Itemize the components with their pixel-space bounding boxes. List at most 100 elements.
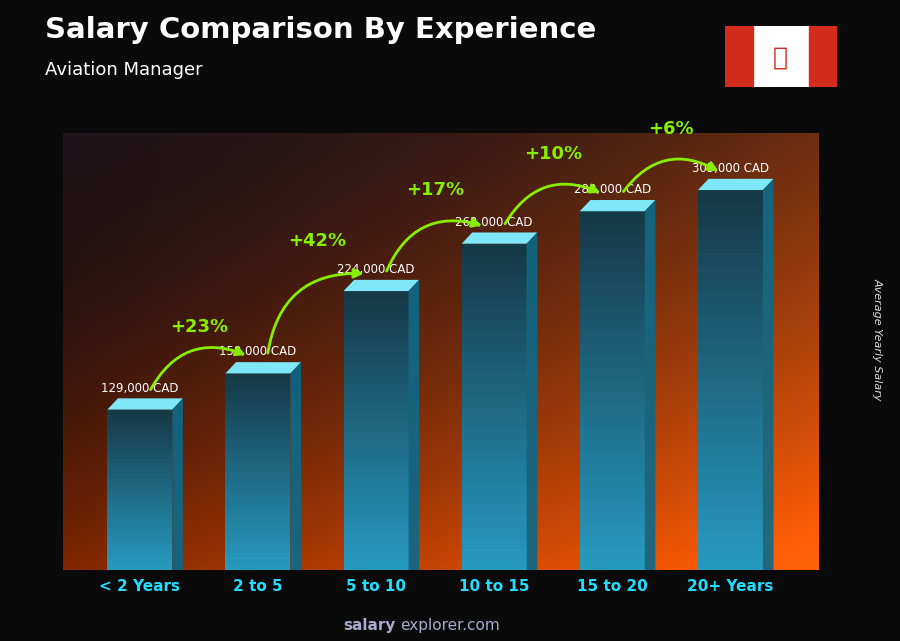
Bar	[462, 407, 526, 418]
Bar	[225, 558, 291, 564]
Bar	[698, 494, 763, 507]
Bar	[580, 271, 644, 283]
Text: 158,000 CAD: 158,000 CAD	[220, 345, 296, 358]
Bar	[344, 561, 409, 570]
Bar	[225, 433, 291, 439]
Bar	[225, 380, 291, 387]
Bar	[225, 439, 291, 445]
Bar	[344, 301, 409, 310]
Bar	[698, 317, 763, 329]
Bar	[698, 203, 763, 215]
Bar	[462, 309, 526, 320]
Bar	[225, 419, 291, 426]
Polygon shape	[580, 200, 655, 212]
Bar	[107, 437, 172, 442]
Bar	[698, 520, 763, 533]
Bar	[698, 558, 763, 570]
Bar	[107, 458, 172, 463]
Bar	[107, 415, 172, 420]
Bar	[344, 487, 409, 496]
Text: 129,000 CAD: 129,000 CAD	[101, 381, 178, 395]
Text: 305,000 CAD: 305,000 CAD	[692, 162, 769, 175]
Bar	[225, 518, 291, 524]
Bar	[225, 544, 291, 551]
Polygon shape	[462, 233, 537, 244]
Bar	[724, 26, 752, 87]
Text: +23%: +23%	[170, 318, 228, 336]
Bar	[580, 307, 644, 319]
Bar	[698, 380, 763, 393]
Bar	[462, 353, 526, 363]
Bar	[225, 426, 291, 433]
Bar	[225, 564, 291, 570]
Bar	[225, 406, 291, 413]
Bar	[344, 310, 409, 319]
Polygon shape	[225, 362, 301, 374]
FancyArrowPatch shape	[624, 159, 716, 192]
Bar	[344, 412, 409, 422]
Bar	[580, 558, 644, 570]
Bar	[344, 328, 409, 338]
Text: Average Yearly Salary: Average Yearly Salary	[872, 278, 883, 401]
Polygon shape	[698, 179, 773, 190]
Bar	[580, 367, 644, 379]
Bar	[698, 507, 763, 520]
FancyArrowPatch shape	[150, 347, 243, 390]
Bar	[107, 485, 172, 490]
Bar	[580, 511, 644, 522]
Bar	[107, 495, 172, 501]
Bar	[462, 505, 526, 516]
Bar	[462, 494, 526, 505]
Bar	[698, 545, 763, 558]
Bar	[344, 496, 409, 505]
Text: +6%: +6%	[649, 120, 694, 138]
Bar	[107, 420, 172, 426]
Bar	[107, 447, 172, 453]
Bar	[580, 522, 644, 535]
Bar	[698, 469, 763, 482]
Bar	[698, 228, 763, 241]
Bar	[580, 379, 644, 391]
Bar	[462, 287, 526, 298]
Text: 288,000 CAD: 288,000 CAD	[573, 183, 651, 196]
Bar	[107, 512, 172, 517]
Bar	[462, 483, 526, 494]
Bar	[225, 479, 291, 485]
Bar	[698, 456, 763, 469]
Bar	[344, 515, 409, 524]
Bar	[462, 265, 526, 276]
Bar	[462, 516, 526, 527]
Bar	[580, 547, 644, 558]
Text: +17%: +17%	[406, 181, 464, 199]
Bar	[107, 565, 172, 570]
Bar	[344, 542, 409, 552]
Bar	[107, 506, 172, 512]
Bar	[107, 528, 172, 533]
Bar	[344, 478, 409, 487]
Bar	[344, 356, 409, 365]
FancyArrowPatch shape	[505, 184, 598, 224]
Polygon shape	[409, 280, 419, 570]
Bar	[580, 427, 644, 439]
Bar	[698, 406, 763, 419]
Bar	[580, 319, 644, 331]
Bar	[344, 440, 409, 449]
Bar	[107, 426, 172, 431]
Polygon shape	[107, 398, 183, 410]
Bar	[698, 355, 763, 367]
Bar	[344, 347, 409, 356]
Bar	[344, 365, 409, 375]
Bar	[225, 538, 291, 544]
Bar	[344, 449, 409, 459]
Bar	[462, 440, 526, 451]
Bar	[462, 254, 526, 265]
Bar	[462, 298, 526, 309]
Bar	[225, 465, 291, 472]
Bar	[462, 374, 526, 385]
Bar	[225, 459, 291, 465]
FancyArrowPatch shape	[387, 219, 479, 271]
Bar	[344, 338, 409, 347]
Polygon shape	[172, 398, 183, 570]
Bar	[107, 517, 172, 522]
Text: 262,000 CAD: 262,000 CAD	[455, 216, 533, 229]
